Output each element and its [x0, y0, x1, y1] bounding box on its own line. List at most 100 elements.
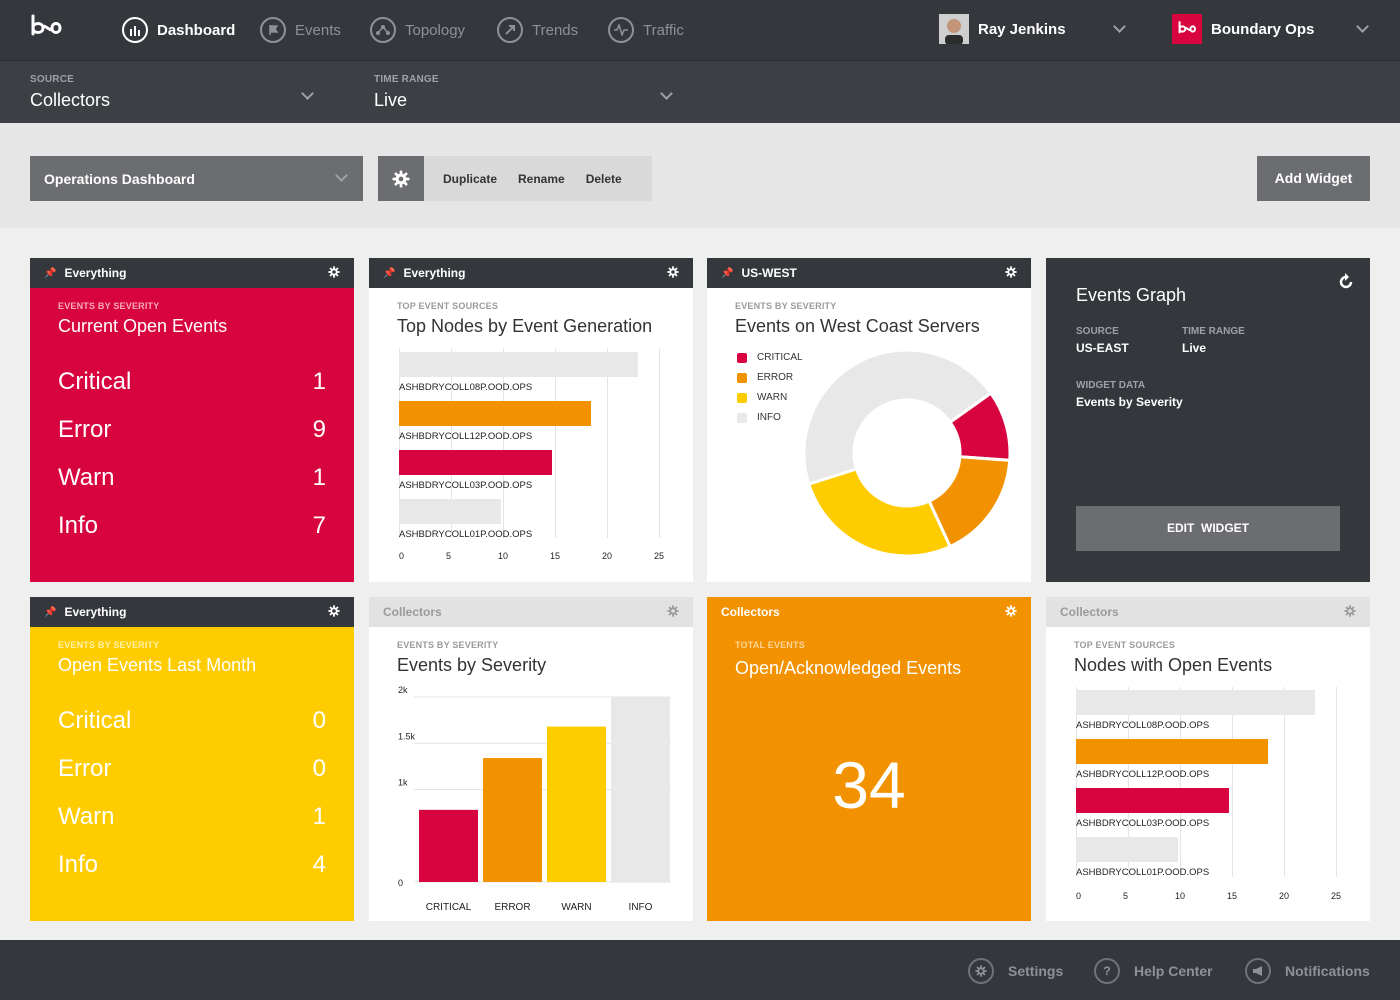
widget-gear-icon[interactable] [328, 605, 340, 620]
source-filter[interactable]: SOURCE Collectors [30, 74, 110, 111]
widget-gear-icon[interactable] [667, 605, 679, 620]
widget-source-label: Everything [403, 266, 466, 280]
nav-dashboard[interactable]: Dashboard [122, 16, 235, 44]
rename-button[interactable]: Rename [518, 171, 565, 186]
help-center-link[interactable]: ? Help Center [1094, 958, 1213, 984]
widget-gear-icon[interactable] [1344, 605, 1356, 620]
widget-top-nodes: 📌 Everything TOP EVENT SOURCES Top Nodes… [369, 258, 693, 582]
severity-count: 1 [312, 464, 326, 491]
widget-source-label: Collectors [721, 605, 780, 619]
x-tick-label: 10 [498, 551, 509, 561]
widget-subtitle: EVENTS BY SEVERITY [735, 301, 837, 311]
duplicate-button[interactable]: Duplicate [443, 171, 498, 186]
severity-count: 7 [312, 512, 326, 539]
x-tick-label: 5 [1123, 891, 1129, 901]
dashboard-settings-button[interactable] [378, 156, 424, 201]
user-chevron-down-icon[interactable] [1113, 20, 1126, 33]
time-range-label: TIME RANGE [374, 74, 439, 85]
bar[interactable] [399, 352, 639, 377]
severity-label: Critical [58, 707, 132, 734]
pin-icon[interactable]: 📌 [383, 267, 396, 279]
delete-button[interactable]: Delete [585, 171, 622, 186]
org-logo-icon [1172, 14, 1202, 44]
widget-title: Top Nodes by Event Generation [397, 316, 653, 336]
bar[interactable] [1076, 739, 1269, 764]
donut-slice-warn[interactable] [806, 467, 953, 558]
bar[interactable] [399, 401, 592, 426]
bar-info[interactable] [611, 697, 670, 882]
legend-label: ERROR [757, 372, 794, 383]
severity-count: 9 [312, 416, 326, 443]
org-chevron-down-icon[interactable] [1356, 20, 1369, 33]
bar-label: ASHBDRYCOLL12P.OOD.OPS [1076, 769, 1210, 780]
gridline [607, 348, 608, 538]
donut-slice-info[interactable] [802, 348, 993, 486]
time-range-chevron-down-icon[interactable] [660, 87, 673, 100]
widget-title: Events Graph [1076, 285, 1187, 305]
x-tick-label: 20 [602, 551, 613, 561]
bar[interactable] [1076, 788, 1229, 813]
x-tick-label: 25 [654, 551, 665, 561]
add-widget-button[interactable]: Add Widget [1257, 156, 1370, 201]
widget-gear-icon[interactable] [1005, 605, 1017, 620]
severity-count: 0 [312, 755, 326, 782]
severity-label: Critical [58, 368, 132, 395]
list-item: Error 0 [58, 755, 326, 783]
severity-count: 1 [312, 368, 326, 395]
topology-icon [370, 17, 396, 43]
time-range-value: Live [374, 90, 408, 110]
bar[interactable] [399, 499, 501, 524]
gridline [399, 348, 400, 538]
widget-subtitle: TOTAL EVENTS [735, 640, 805, 650]
bar[interactable] [1076, 837, 1178, 862]
bar[interactable] [399, 450, 552, 475]
user-menu[interactable]: Ray Jenkins [939, 14, 1066, 44]
dashboard-actions: Duplicate Rename Delete [424, 156, 652, 201]
bar-warn[interactable] [547, 726, 606, 882]
edit-widget-button[interactable]: EDIT WIDGET [1076, 506, 1340, 551]
bar[interactable] [1076, 690, 1316, 715]
dashboard-select-value: Operations Dashboard [44, 171, 195, 187]
bar-critical[interactable] [419, 809, 478, 882]
widget-subtitle: EVENTS BY SEVERITY [397, 640, 499, 650]
boundary-logo-icon[interactable] [30, 14, 62, 47]
x-tick-label: CRITICAL [426, 902, 472, 912]
refresh-icon[interactable] [1336, 272, 1356, 297]
widget-gear-icon[interactable] [1005, 266, 1017, 281]
severity-count: 1 [312, 803, 326, 830]
nav-dashboard-label: Dashboard [157, 21, 236, 39]
nav-traffic[interactable]: Traffic [608, 16, 684, 44]
dashboard-select[interactable]: Operations Dashboard [30, 156, 363, 201]
nav-trends[interactable]: Trends [497, 16, 578, 44]
pin-icon[interactable]: 📌 [721, 267, 734, 279]
org-menu[interactable]: Boundary Ops [1172, 14, 1314, 44]
nav-topology[interactable]: Topology [370, 16, 465, 44]
settings-link[interactable]: Settings [968, 958, 1063, 984]
pin-icon[interactable]: 📌 [44, 267, 57, 279]
widget-gear-icon[interactable] [667, 266, 679, 281]
pulse-icon [608, 17, 634, 43]
list-item: Info 4 [58, 851, 326, 879]
severity-label: Warn [58, 803, 115, 830]
x-tick-label: 5 [446, 551, 452, 561]
bar-error[interactable] [483, 758, 542, 882]
gridline [1076, 687, 1077, 877]
x-tick-label: ERROR [494, 902, 530, 912]
nav-events[interactable]: Events [260, 16, 341, 44]
source-chevron-down-icon[interactable] [301, 87, 314, 100]
footer-bar: Settings ? Help Center Notifications [0, 940, 1400, 1000]
widget-gear-icon[interactable] [328, 266, 340, 281]
source-label: SOURCE [30, 74, 74, 85]
notifications-link[interactable]: Notifications [1245, 958, 1370, 984]
legend-label: WARN [757, 392, 788, 403]
nav-traffic-label: Traffic [643, 21, 684, 39]
x-tick-label: 10 [1175, 891, 1186, 901]
widget-header: Collectors [707, 597, 1031, 627]
pin-icon[interactable]: 📌 [44, 606, 57, 618]
flag-icon [260, 17, 286, 43]
widget-source-label: Collectors [383, 605, 442, 619]
x-tick-label: INFO [629, 902, 653, 912]
settings-gear-icon [968, 958, 994, 984]
widget-events-graph-config: Events Graph SOURCE US-EAST TIME RANGE L… [1046, 258, 1370, 582]
time-range-filter[interactable]: TIME RANGE Live [374, 74, 439, 111]
